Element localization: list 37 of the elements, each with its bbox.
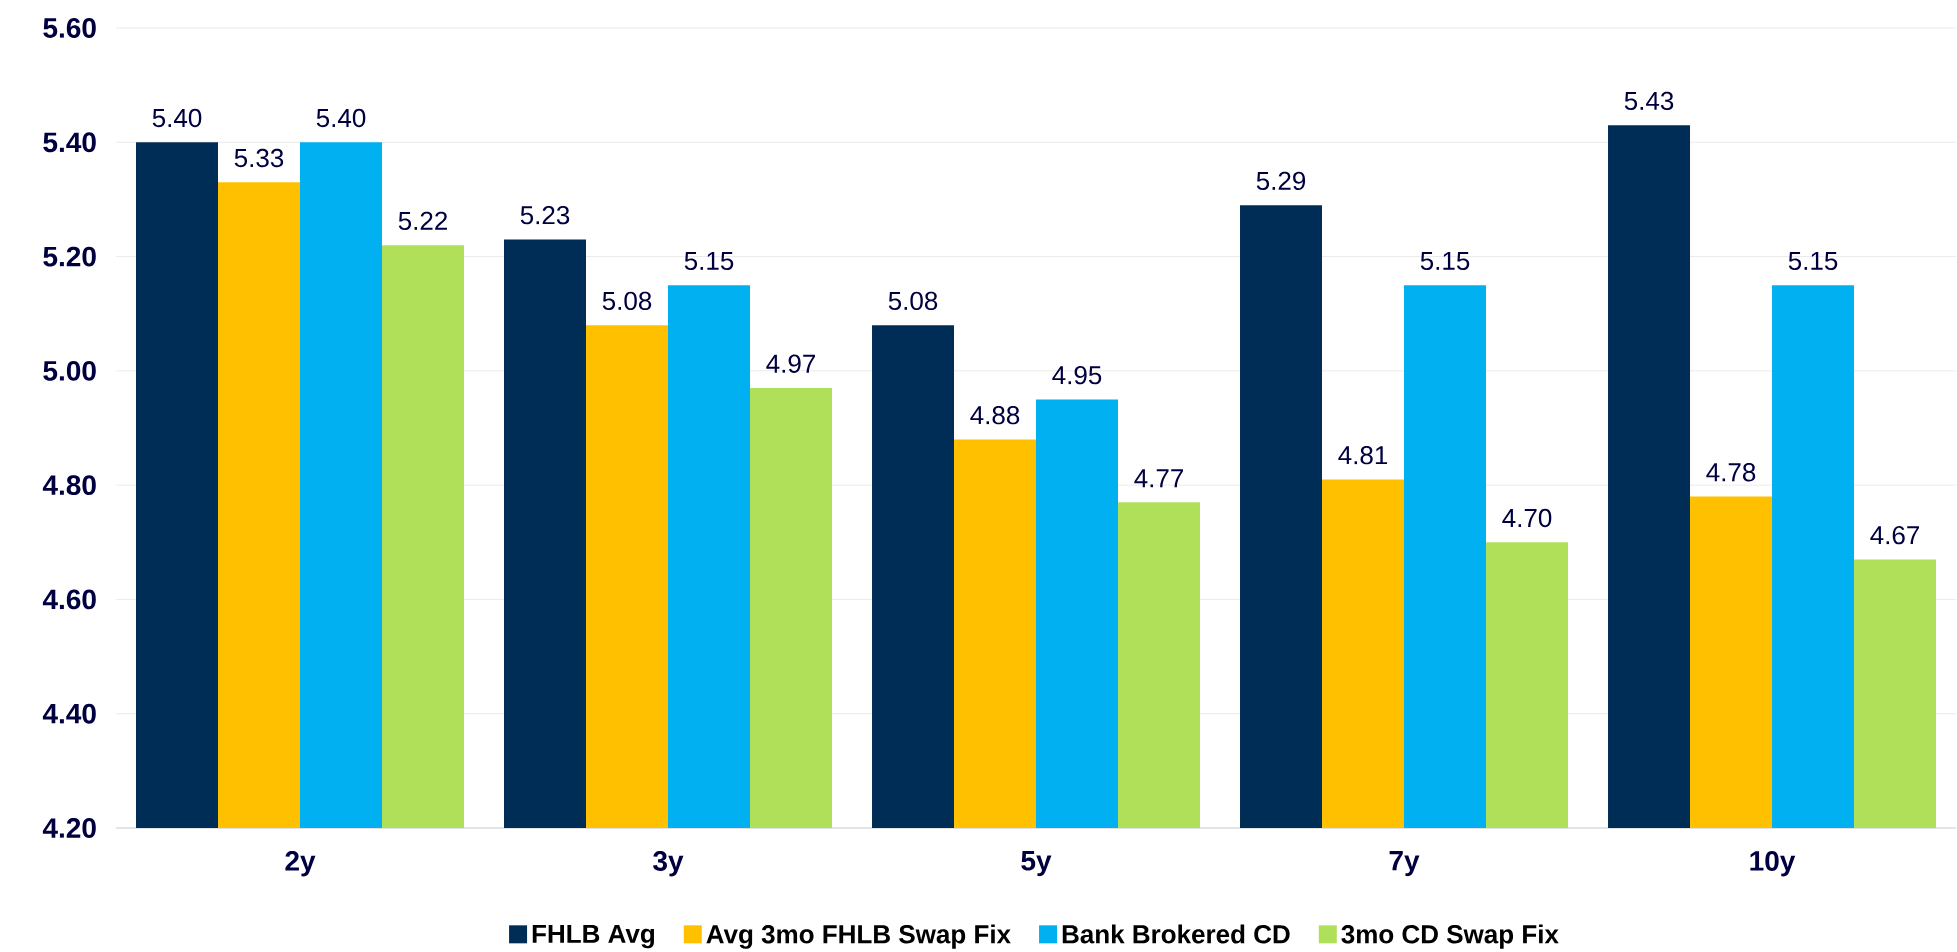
data-label: 5.33	[234, 148, 284, 168]
data-label: 4.81	[1338, 445, 1388, 465]
y-tick-label: 5.60	[43, 18, 96, 38]
y-tick-label: 4.60	[42, 589, 96, 610]
legend-label: FHLB Avg	[532, 924, 655, 949]
data-label: 5.43	[1624, 91, 1674, 111]
data-label: 4.95	[1052, 365, 1102, 385]
data-label: 5.15	[1420, 251, 1470, 271]
x-tick-label: 7y	[1389, 851, 1420, 877]
legend-label: 3mo CD Swap Fix	[1341, 924, 1559, 949]
data-label: 4.97	[766, 354, 815, 373]
legend-label: Avg 3mo FHLB Swap Fix	[706, 924, 1011, 949]
data-label: 5.29	[1256, 171, 1306, 191]
data-label: 5.40	[316, 108, 366, 128]
data-label: 4.67	[1870, 525, 1920, 545]
x-tick-label: 10y	[1750, 851, 1796, 877]
y-tick-label: 4.80	[42, 475, 96, 496]
y-tick-label: 4.40	[42, 703, 96, 724]
data-label: 5.15	[684, 251, 734, 271]
x-tick-label: 5y	[1021, 851, 1052, 877]
y-tick-label: 5.40	[43, 132, 96, 153]
data-label: 4.70	[1502, 508, 1552, 528]
data-label: 5.40	[152, 108, 202, 128]
legend-label: Bank Brokered CD	[1062, 924, 1290, 944]
data-label: 5.08	[602, 291, 652, 311]
data-label: 5.23	[520, 205, 570, 225]
y-tick-label: 5.00	[43, 360, 96, 381]
data-label: 5.15	[1788, 251, 1838, 271]
data-label: 5.22	[398, 211, 447, 231]
y-tick-label: 5.20	[43, 246, 96, 267]
data-label: 4.78	[1706, 463, 1756, 482]
data-label: 5.08	[888, 291, 938, 311]
data-label: 4.88	[970, 405, 1020, 425]
y-tick-label: 4.20	[42, 818, 96, 838]
data-label: 4.77	[1134, 469, 1183, 488]
x-tick-label: 2y	[285, 851, 316, 877]
x-tick-label: 3y	[653, 851, 684, 877]
